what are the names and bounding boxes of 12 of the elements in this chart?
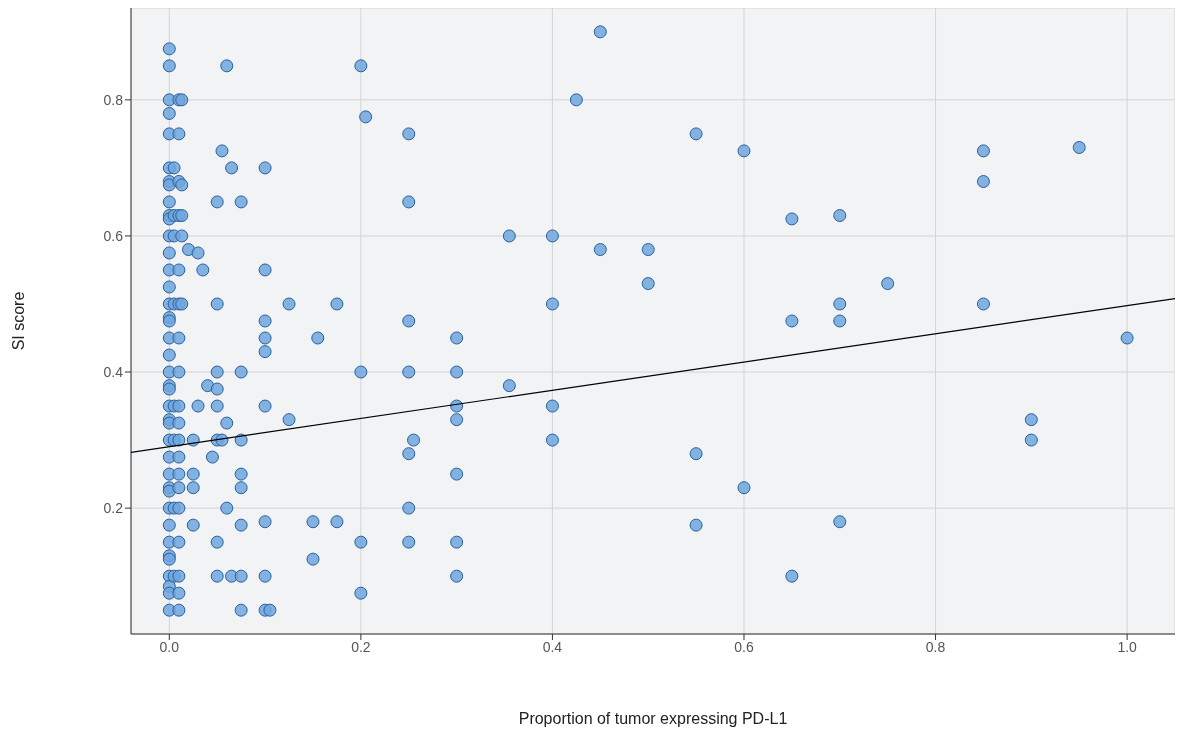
x-tick-label: 0.0 (159, 638, 180, 655)
x-axis-title: Proportion of tumor expressing PD-L1 (518, 710, 788, 727)
x-tick-label: 0.2 (351, 638, 371, 655)
y-tick-label: 0.6 (103, 227, 124, 244)
x-tick-label: 1.0 (1117, 638, 1138, 655)
x-tick-label: 0.4 (542, 638, 563, 655)
x-tick-label: 0.8 (925, 638, 946, 655)
y-axis-title: SI score (9, 291, 27, 351)
y-tick-label: 0.2 (103, 500, 124, 517)
x-tick-label: 0.6 (734, 638, 754, 655)
y-tick-label: 0.8 (103, 91, 124, 108)
y-tick-label: 0.4 (103, 364, 124, 380)
